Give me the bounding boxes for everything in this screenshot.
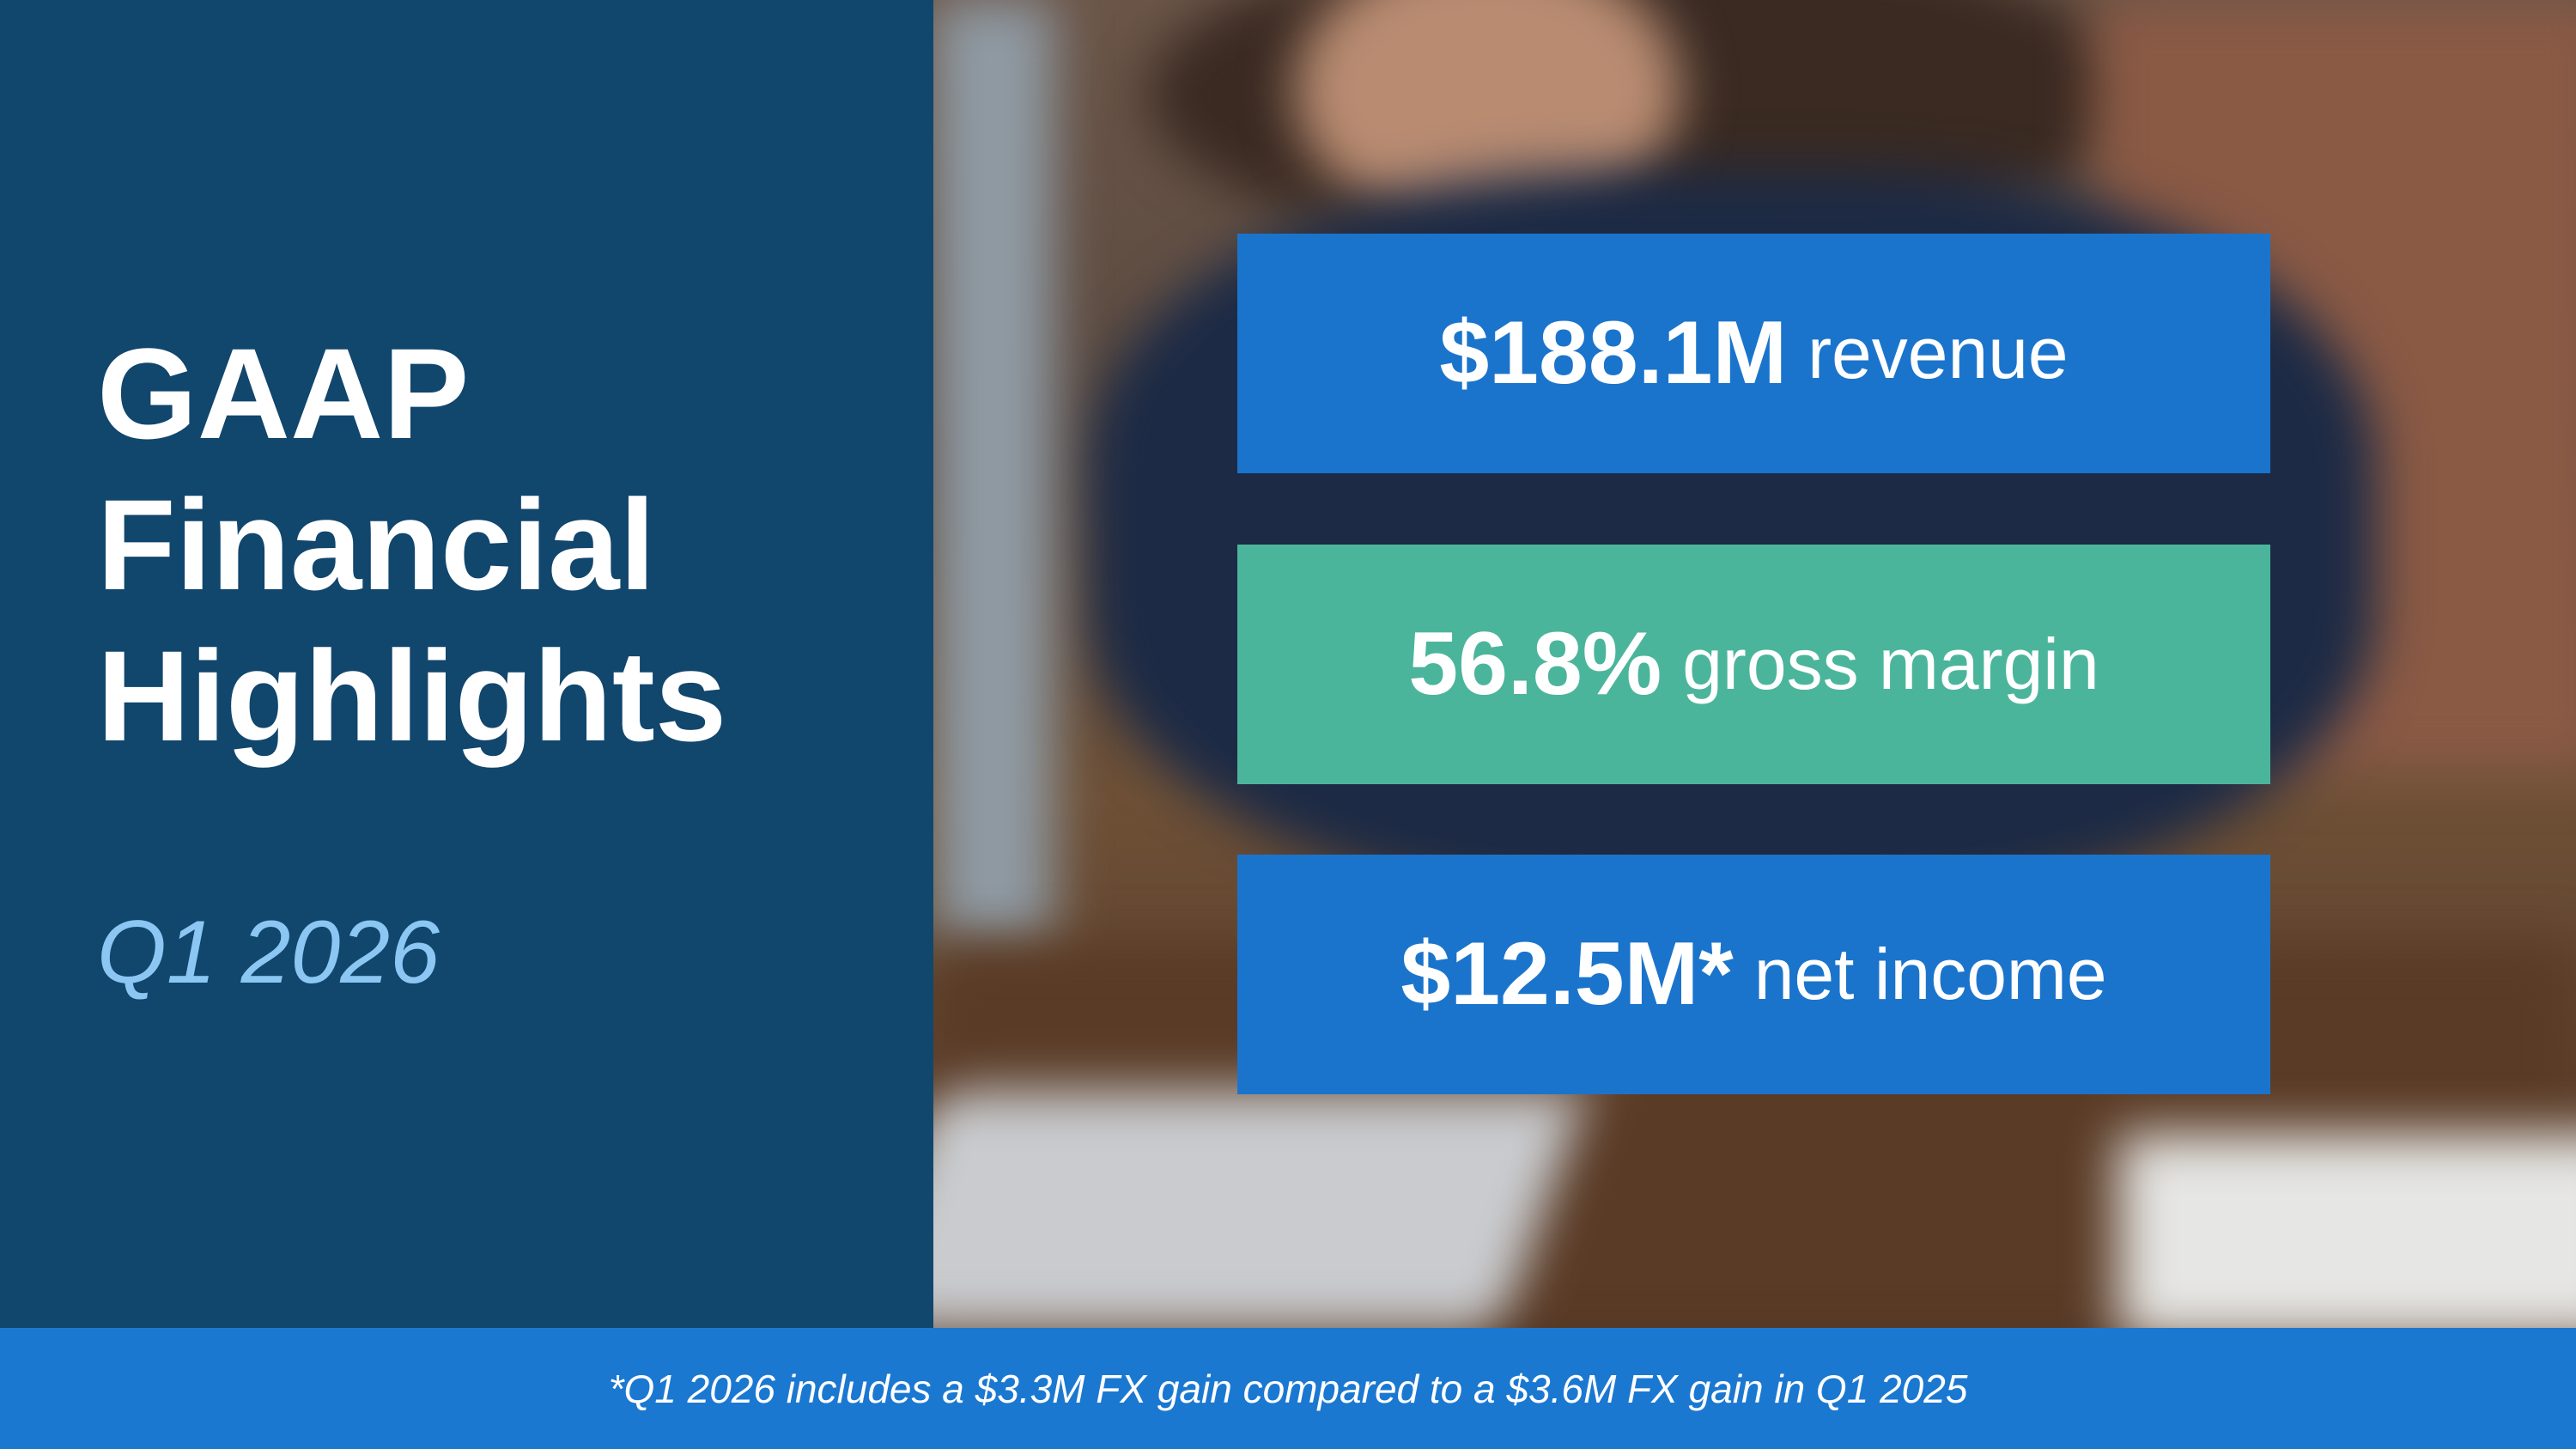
highlight-box: 56.8% gross margin	[1237, 545, 2270, 784]
highlight-value: $188.1M	[1439, 303, 1788, 403]
highlight-box: $188.1M revenue	[1237, 234, 2270, 473]
title-line: Financial	[97, 472, 656, 617]
highlight-box: $12.5M* net income	[1237, 855, 2270, 1094]
highlight-label: net income	[1753, 934, 2107, 1014]
title-panel: GAAP Financial Highlights Q1 2026	[0, 0, 933, 1328]
highlight-label: revenue	[1807, 313, 2069, 393]
title-line: GAAP	[97, 321, 470, 466]
subtitle: Q1 2026	[97, 903, 440, 1002]
footnote: *Q1 2026 includes a $3.3M FX gain compar…	[608, 1366, 1968, 1411]
footer-bar: *Q1 2026 includes a $3.3M FX gain compar…	[0, 1328, 2576, 1449]
highlight-label: gross margin	[1682, 624, 2099, 704]
title-line: Highlights	[97, 624, 727, 768]
highlight-value: 56.8%	[1408, 614, 1662, 714]
title: GAAP Financial Highlights	[97, 318, 726, 771]
highlight-value: $12.5M*	[1400, 924, 1734, 1024]
